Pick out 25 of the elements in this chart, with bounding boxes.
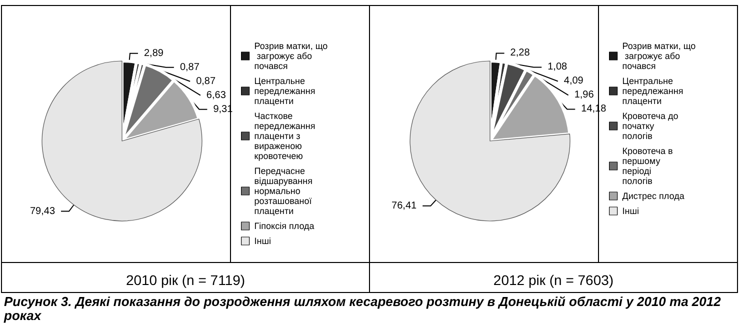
data-label: 6,63 — [206, 90, 226, 101]
legend-label: Дистрес плода — [622, 191, 684, 201]
legend-label: Центральне передлежання плаценти — [622, 76, 686, 106]
data-label: 2,89 — [144, 48, 164, 59]
data-label: 1,96 — [574, 90, 594, 101]
legend-label: Гіпоксія плода — [254, 221, 314, 231]
legend-label: Інші — [622, 206, 640, 216]
data-label: 0,87 — [180, 62, 200, 73]
data-label: 1,08 — [548, 62, 568, 73]
legend-label: Інші — [254, 236, 272, 246]
legend-label: Центральне передлежання плаценти — [254, 76, 318, 106]
data-label: 76,41 — [392, 200, 418, 212]
text: 2010 рік (n = 7119) — [126, 272, 246, 288]
legend-label: Часткове передлежання плаценти з вираженою кровотечею — [254, 111, 318, 161]
data-label: 0,87 — [196, 76, 216, 87]
legend-label: Кровотеча до початку пологів — [622, 111, 681, 141]
text: Рисунок 3. Деякі показання до розродження шляхом кесаревого розтину в Донецькій області у 2010 та 2012 роках — [4, 294, 722, 323]
legend-label: Розрив матки, що загрожує або почався — [254, 41, 328, 71]
legend-label: Розрив матки, що загрожує або почався — [622, 41, 696, 71]
data-label: 79,43 — [30, 206, 56, 217]
data-label: 4,09 — [564, 76, 584, 87]
legend-label: Передчасне відшарування нормально розташованої плаценти — [254, 166, 315, 216]
text: 2012 рік (n = 7603) — [493, 272, 614, 288]
legend-label: Кровотеча в першому періоді пологів — [622, 146, 676, 186]
data-label: 2,28 — [510, 48, 530, 59]
